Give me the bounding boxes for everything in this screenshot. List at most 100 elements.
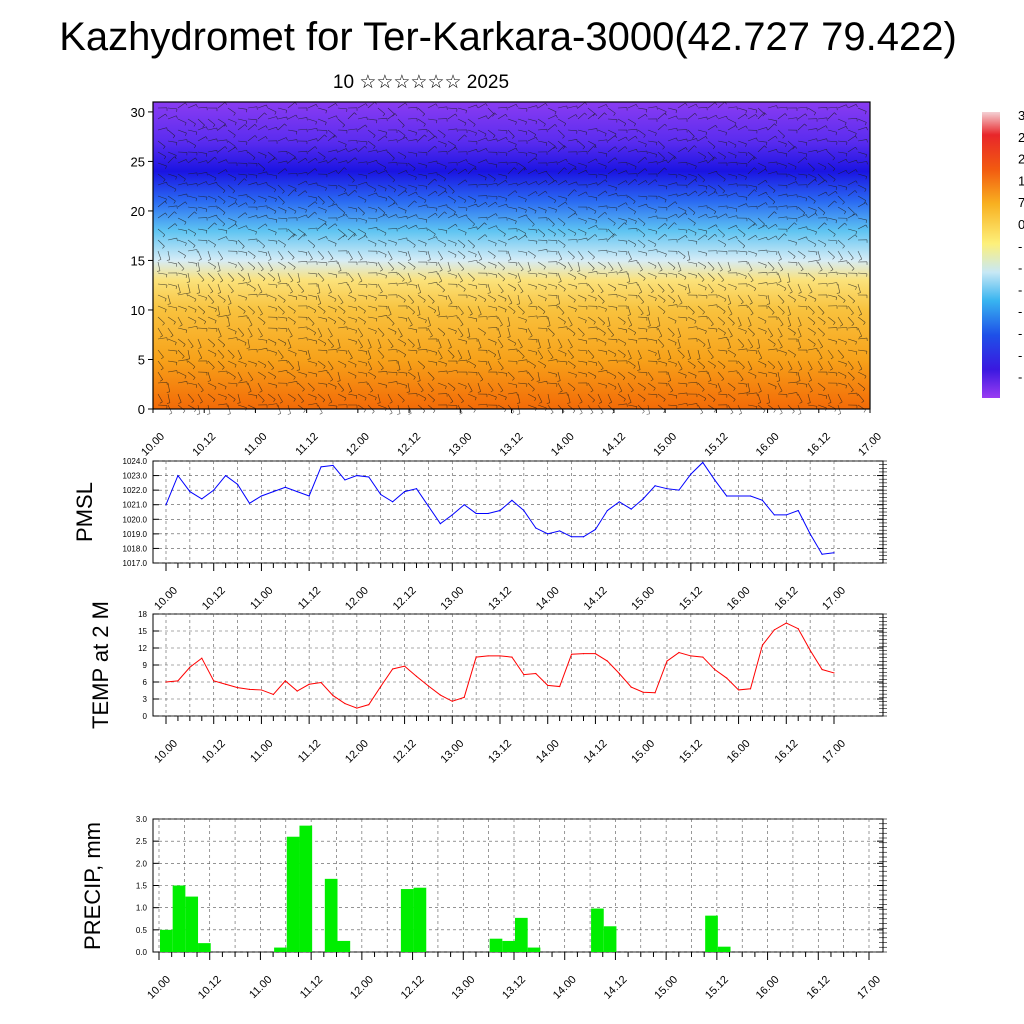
data-point <box>332 695 334 697</box>
data-point <box>225 683 227 685</box>
data-point <box>833 552 835 554</box>
x-tick-label: 16.12 <box>805 431 833 459</box>
data-point <box>451 700 453 702</box>
data-point <box>737 495 740 497</box>
x-tick-label: 16.00 <box>725 738 753 766</box>
precip-bar <box>591 908 604 952</box>
y-tick-label: 0.5 <box>136 926 148 935</box>
data-point <box>380 493 382 496</box>
data-point <box>392 668 394 670</box>
data-point <box>344 479 346 481</box>
data-point <box>547 533 549 535</box>
data-point <box>189 491 191 493</box>
x-tick-label: 11.12 <box>293 431 320 458</box>
data-point <box>582 653 585 655</box>
x-tick-label: 10.12 <box>196 974 224 1002</box>
precip-bar <box>299 825 313 952</box>
x-tick-label: 11.12 <box>296 738 323 765</box>
data-point <box>773 514 775 516</box>
y-tick-label: 12 <box>138 644 147 653</box>
data-point <box>165 504 167 506</box>
precip-bar <box>413 887 427 952</box>
data-point <box>439 523 441 525</box>
x-tick-label: 14.12 <box>600 431 628 459</box>
x-tick-label: 13.00 <box>438 585 466 613</box>
data-point <box>654 485 656 487</box>
x-tick-label: 16.12 <box>772 738 800 766</box>
x-tick-label: 15.12 <box>703 974 731 1002</box>
data-point <box>785 514 787 516</box>
data-point <box>630 686 632 688</box>
y-tick-label: 20 <box>131 204 145 219</box>
precip-bar <box>185 896 199 952</box>
precip-bar <box>198 943 211 952</box>
data-point <box>439 694 441 696</box>
x-tick-label: 14.00 <box>549 431 577 459</box>
x-tick-label: 13.12 <box>498 431 526 459</box>
data-point <box>833 672 835 674</box>
precip-bar <box>274 947 287 952</box>
data-point <box>606 509 608 512</box>
data-point <box>642 498 644 500</box>
precip-bar <box>527 947 541 952</box>
precip-bar <box>515 917 528 952</box>
precip-bar <box>337 940 351 952</box>
panel-frame <box>152 460 884 564</box>
data-point <box>177 474 179 477</box>
data-point <box>594 653 597 655</box>
data-point <box>260 689 263 691</box>
data-point <box>415 675 418 677</box>
x-tick-label: 11.12 <box>298 974 325 1001</box>
data-point <box>761 644 764 646</box>
y-tick-label: 0 <box>138 402 145 417</box>
y-axis-label: PMSL <box>72 482 97 542</box>
data-point <box>380 685 382 688</box>
data-point <box>427 685 430 687</box>
colorbar-label: 0 <box>1018 217 1024 232</box>
y-tick-label: 5 <box>138 352 145 367</box>
precip-bar <box>160 929 173 952</box>
colorbar-label: - <box>1018 304 1022 319</box>
x-tick-label: 11.00 <box>248 738 275 765</box>
precip-bar <box>705 915 718 952</box>
data-point <box>165 681 167 683</box>
data-point <box>535 672 537 675</box>
x-tick-label: 13.00 <box>438 738 466 766</box>
x-tick-label: 11.12 <box>296 585 323 612</box>
data-point <box>296 491 298 493</box>
x-tick-label: 14.00 <box>551 974 579 1002</box>
data-point <box>356 474 358 477</box>
colorbar <box>982 112 1000 398</box>
y-tick-label: 2.5 <box>136 837 148 846</box>
x-tick-label: 11.00 <box>242 431 269 458</box>
data-point <box>236 483 239 485</box>
y-tick-label: 1020.0 <box>123 515 148 524</box>
precip-bar <box>603 926 617 952</box>
data-point <box>356 707 358 709</box>
data-point <box>415 488 418 490</box>
y-tick-label: 10 <box>131 303 145 318</box>
data-point <box>630 508 632 510</box>
wind-barbs <box>156 101 868 415</box>
x-tick-label: 12.00 <box>344 431 372 459</box>
data-point <box>773 629 775 631</box>
x-tick-label: 15.00 <box>629 738 657 766</box>
data-point <box>475 512 477 515</box>
colorbar-label: - <box>1018 326 1022 341</box>
data-point <box>451 514 453 516</box>
data-point <box>582 536 585 538</box>
data-point <box>511 656 513 658</box>
data-point <box>678 651 680 654</box>
colorbar-label: - <box>1018 261 1022 276</box>
data-point <box>463 504 465 506</box>
data-point <box>296 690 298 692</box>
data-point <box>702 656 704 658</box>
x-tick-label: 17.00 <box>856 431 884 459</box>
data-point <box>308 495 310 497</box>
y-tick-label: 18 <box>138 610 147 619</box>
data-point <box>535 527 537 529</box>
precip-bar <box>286 836 300 952</box>
y-tick-label: 1023.0 <box>123 472 148 481</box>
data-point <box>487 655 489 657</box>
data-point <box>284 680 286 682</box>
